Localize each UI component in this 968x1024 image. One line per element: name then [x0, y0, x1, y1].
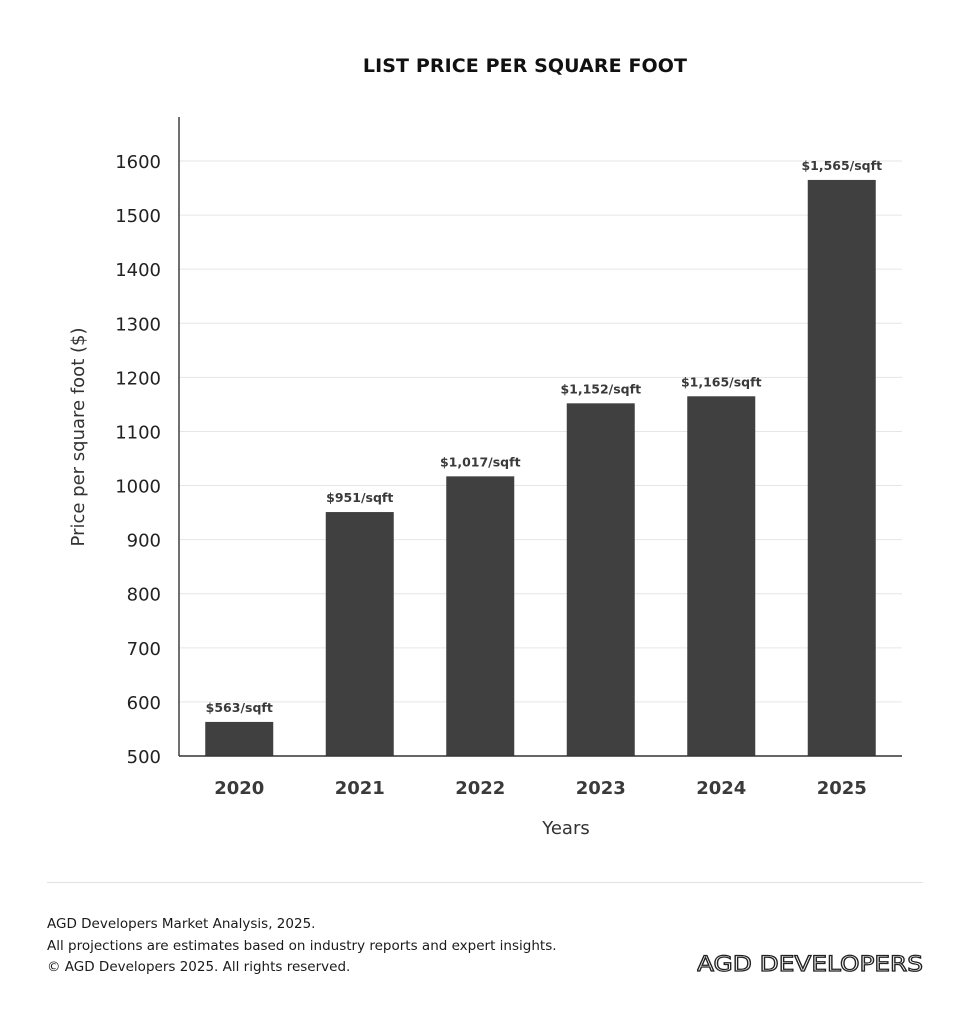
x-tick-label: 2025	[817, 778, 867, 799]
bars	[205, 179, 876, 756]
y-tick-label: 1500	[115, 206, 161, 227]
data-label: $563/sqft	[206, 700, 273, 715]
agd-developers-logo: AGD DEVELOPERS	[697, 951, 924, 976]
y-tick-label: 1200	[115, 368, 161, 389]
data-labels: $563/sqft $951/sqft $1,017/sqft $1,152/sqft…	[206, 158, 882, 715]
y-tick-label: 700	[127, 639, 161, 660]
x-tick-label: 2022	[455, 778, 505, 799]
y-tick-labels: 500 600 700 800 900 1000 1100 1200 1300 1400 1500 1…	[115, 152, 161, 768]
chart-title: LIST PRICE PER SQUARE FOOT	[362, 55, 688, 77]
y-tick-label: 500	[127, 747, 161, 768]
data-label: $1,017/sqft	[440, 454, 521, 469]
y-tick-label: 900	[127, 531, 161, 552]
axes	[178, 117, 902, 757]
y-tick-label: 1000	[115, 477, 161, 498]
footer-line-disclaimer: All projections are estimates based on i…	[47, 937, 557, 954]
data-label: $1,165/sqft	[681, 374, 762, 389]
x-tick-label: 2023	[576, 778, 626, 799]
data-label: $951/sqft	[326, 490, 393, 505]
y-tick-label: 1600	[115, 152, 161, 173]
y-tick-label: 1300	[115, 314, 161, 335]
bar-2020	[205, 721, 274, 756]
y-tick-label: 600	[127, 693, 161, 714]
bar-2022	[446, 476, 515, 756]
x-tick-labels: 2020 2021 2022 2023 2024 2025	[214, 778, 867, 799]
x-tick-label: 2021	[335, 778, 385, 799]
y-tick-label: 1100	[115, 422, 161, 443]
y-axis-label: Price per square foot ($)	[68, 328, 89, 547]
y-tick-label: 1400	[115, 260, 161, 281]
bar-2025	[807, 179, 876, 756]
brand-logo-text: AGD DEVELOPERS	[697, 952, 923, 976]
footer-line-source: AGD Developers Market Analysis, 2025.	[47, 916, 316, 932]
x-axis-label: Years	[541, 818, 590, 839]
footer-divider	[47, 882, 923, 883]
x-tick-label: 2024	[696, 778, 746, 799]
grid-lines	[179, 160, 902, 703]
footer-line-copyright: © AGD Developers 2025. All rights reserv…	[47, 959, 351, 975]
bar-chart: 500 600 700 800 900 1000 1100 1200 1300 1400 1500 1…	[68, 117, 902, 839]
bar-2021	[325, 512, 394, 756]
bar-2024	[687, 396, 756, 756]
footer-notes: AGD Developers Market Analysis, 2025. Al…	[47, 914, 557, 979]
data-label: $1,565/sqft	[801, 158, 882, 173]
y-tick-label: 800	[127, 585, 161, 606]
data-label: $1,152/sqft	[560, 381, 641, 396]
bar-2023	[566, 403, 635, 756]
x-tick-label: 2020	[214, 778, 264, 799]
